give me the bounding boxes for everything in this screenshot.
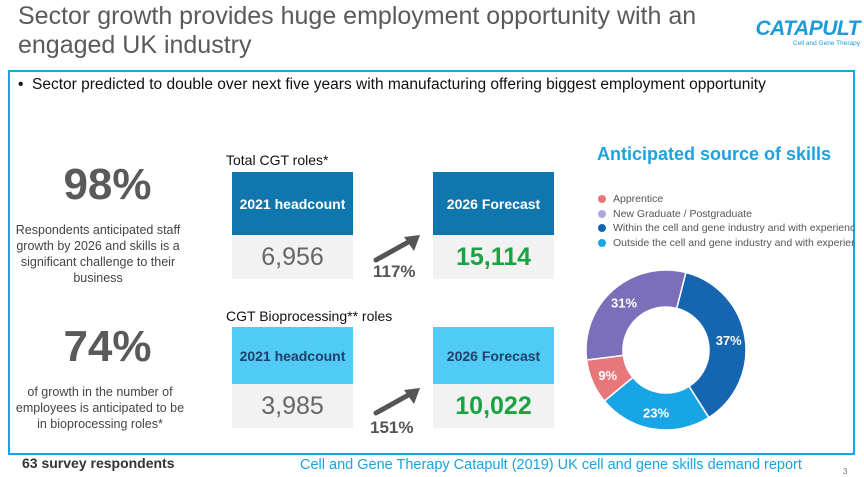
- legend-label: New Graduate / Postgraduate: [613, 207, 752, 220]
- legend-swatch: [598, 224, 606, 233]
- bio-forecast-value: 10,022: [433, 384, 554, 428]
- logo-subtitle: Cell and Gene Therapy: [792, 40, 860, 47]
- total-current-header: 2021 headcount: [232, 172, 353, 235]
- catapult-logo: CATAPULT Cell and Gene Therapy: [752, 17, 861, 48]
- stat-value-98: 98%: [63, 160, 152, 209]
- total-current-head-text: 2021 headcount: [239, 195, 346, 212]
- total-current-value: 6,956: [232, 235, 353, 279]
- donut-chart: 37% 23% 9% 31%: [585, 269, 747, 431]
- bio-growth-arrow-icon: [373, 388, 420, 416]
- donut-data-label: 9%: [598, 368, 617, 383]
- bioprocessing-label: CGT Bioprocessing** roles: [226, 308, 393, 324]
- legend-item: New Graduate / Postgraduate: [598, 207, 854, 222]
- bio-current-value: 3,985: [232, 384, 353, 428]
- footer-source: Cell and Gene Therapy Catapult (2019) UK…: [300, 457, 802, 473]
- content-frame: [8, 70, 855, 455]
- legend-label: Within the cell and gene industry and wi…: [613, 222, 854, 235]
- total-forecast-head-text: 2026 Forecast: [446, 195, 541, 212]
- legend-item: Apprentice: [598, 192, 854, 207]
- bio-current-header: 2021 headcount: [232, 327, 353, 384]
- bio-forecast-header: 2026 Forecast: [433, 327, 554, 384]
- bio-growth-percent: 151%: [370, 418, 414, 437]
- legend-item: Outside the cell and gene industry and w…: [598, 236, 854, 251]
- bullet-icon: •: [18, 76, 33, 93]
- legend-label: Outside the cell and gene industry and w…: [613, 236, 854, 249]
- bullet-text: Sector predicted to double over next fiv…: [32, 76, 766, 93]
- stat-text-98: Respondents anticipated staff growth by …: [15, 223, 181, 285]
- footer-respondents: 63 survey respondents: [22, 455, 175, 471]
- total-forecast-value: 15,114: [433, 235, 554, 279]
- page-number: 3: [843, 467, 848, 476]
- total-growth-arrow-icon: [373, 235, 420, 263]
- total-roles-label: Total CGT roles*: [226, 152, 329, 168]
- slide-title: Sector growth provides huge employment o…: [18, 2, 697, 59]
- bio-forecast-head-text: 2026 Forecast: [446, 347, 541, 364]
- stat-text-74: of growth in the number of employees is …: [15, 385, 185, 431]
- chart-title: Anticipated source of skills: [597, 144, 832, 164]
- legend-swatch: [598, 195, 606, 204]
- legend-swatch: [598, 209, 606, 218]
- donut-slice-within: [675, 271, 747, 419]
- donut-data-label: 37%: [716, 333, 742, 348]
- bullet-point: • Sector predicted to double over next f…: [18, 76, 766, 94]
- donut-data-label: 23%: [643, 406, 669, 421]
- donut-slice-new: [585, 269, 687, 361]
- legend-item: Within the cell and gene industry and wi…: [598, 221, 854, 236]
- total-forecast-header: 2026 Forecast: [433, 172, 554, 235]
- bio-current-head-text: 2021 headcount: [239, 347, 346, 364]
- total-growth-percent: 117%: [373, 262, 416, 281]
- donut-data-label: 31%: [611, 295, 637, 310]
- legend-label: Apprentice: [613, 193, 664, 206]
- logo-name: CATAPULT: [755, 17, 861, 40]
- stat-value-74: 74%: [63, 322, 152, 371]
- chart-legend: Apprentice New Graduate / Postgraduate W…: [598, 192, 854, 250]
- legend-swatch: [598, 238, 606, 247]
